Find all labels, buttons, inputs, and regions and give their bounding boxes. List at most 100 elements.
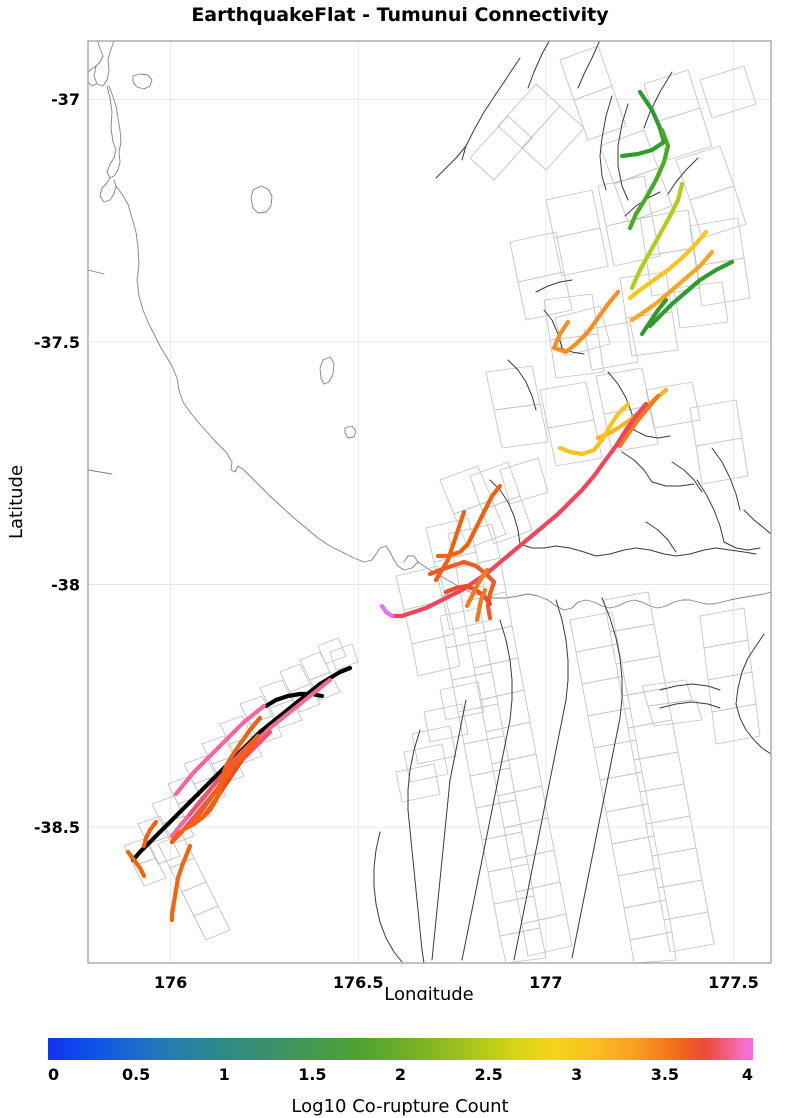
- fault-surface-outline: [603, 405, 659, 453]
- fault-surface-outline: [521, 913, 573, 957]
- chart-title: EarthquakeFlat - Tumunui Connectivity: [191, 4, 609, 26]
- fault-surface-outline: [403, 743, 449, 783]
- corupture-trace: [629, 181, 685, 291]
- colorbar-tick-label: 1.5: [298, 1065, 326, 1084]
- fault-trace-dark: [601, 597, 623, 699]
- fault-trace-dark: [645, 521, 677, 553]
- fault-surface-outline: [453, 499, 507, 549]
- coastline-path: [88, 65, 97, 87]
- fault-trace-dark: [431, 799, 449, 961]
- corupture-trace: [141, 819, 159, 849]
- corupture-trace: [435, 483, 503, 559]
- fault-trace-dark: [715, 547, 757, 555]
- fault-surface-outline: [695, 257, 751, 307]
- fault-surface-outline: [439, 681, 485, 721]
- x-tick-label: 177.5: [708, 973, 759, 992]
- fault-trace-dark: [375, 903, 403, 963]
- corupture-trace: [629, 249, 715, 323]
- fault-trace-dark: [447, 699, 467, 801]
- x-tick-label: 176.5: [333, 973, 384, 992]
- fault-trace-dark: [555, 599, 569, 701]
- corupture-trace: [627, 127, 671, 231]
- fault-surface-outline: [699, 65, 757, 119]
- fault-surface-outline: [605, 215, 661, 267]
- fault-trace-dark: [671, 461, 703, 493]
- fault-trace-dark: [519, 543, 557, 549]
- colorbar-tick-label: 2.5: [474, 1065, 502, 1084]
- colorbar-tick-label: 3.5: [651, 1065, 679, 1084]
- fault-surface-outline: [647, 699, 703, 727]
- fault-trace-dark: [507, 359, 537, 411]
- fault-trace-dark: [577, 41, 601, 89]
- fault-surface-outline: [689, 185, 747, 239]
- fault-surface-outline: [613, 167, 673, 223]
- coastline-path: [88, 269, 105, 275]
- fault-trace-dark: [407, 729, 421, 831]
- colorbar-tick-label: 0: [48, 1065, 59, 1084]
- fault-trace-dark: [667, 157, 699, 195]
- fault-surface-outline: [133, 857, 167, 887]
- coastline-path: [106, 85, 122, 179]
- map-svg: 176 176.5 177 177.5 -37 -37.5 -38 -38.5 Longit…: [6, 40, 772, 1000]
- fault-trace-dark: [659, 683, 721, 691]
- fault-trace-dark: [603, 697, 623, 799]
- fault-surface-outline: [695, 437, 749, 485]
- corupture-trace: [183, 715, 263, 831]
- corupture-trace: [173, 703, 267, 797]
- fault-surface-outline: [193, 905, 231, 941]
- y-tick-labels: -37 -37.5 -38 -38.5: [34, 90, 80, 837]
- coastline-path: [132, 73, 153, 90]
- fault-surface-outline: [673, 281, 729, 329]
- corupture-trace: [443, 583, 493, 607]
- y-tick-label: -38.5: [34, 818, 80, 837]
- x-tick-labels: 176 176.5 177 177.5: [154, 973, 759, 992]
- fault-surface-outline: [655, 107, 713, 161]
- coastline-path: [344, 425, 357, 439]
- fault-trace-dark: [635, 547, 677, 557]
- corupture-trace: [551, 289, 621, 355]
- y-tick-label: -37: [51, 90, 80, 109]
- fault-trace-dark: [696, 479, 725, 543]
- fault-trace-dark: [595, 547, 637, 557]
- fault-surface-layer: [123, 45, 761, 963]
- corupture-trace: [389, 401, 649, 619]
- corupture-trace: [627, 229, 709, 301]
- fault-surface-outline: [547, 419, 603, 467]
- x-axis-label: Longitude: [384, 984, 474, 1000]
- fault-trace-dark: [535, 279, 573, 293]
- coastline-path: [417, 561, 771, 611]
- fault-trace-dark: [711, 447, 741, 511]
- fault-trace-dark: [633, 429, 671, 439]
- plot-frame: [87, 40, 772, 964]
- y-tick-label: -37.5: [34, 333, 80, 352]
- fault-surface-outline: [411, 633, 461, 677]
- fault-trace-dark: [621, 451, 653, 483]
- fault-surface-outline: [329, 643, 359, 671]
- fault-surface-outline: [499, 927, 547, 963]
- fault-trace-dark: [527, 41, 550, 89]
- corupture-trace: [169, 825, 189, 845]
- coastline-path: [319, 356, 335, 385]
- fault-trace-dark: [435, 145, 467, 179]
- corupture-trace: [379, 603, 395, 619]
- fault-trace-dark: [513, 799, 547, 961]
- colorbar-tick-labels: 0 0.5 1 1.5 2 2.5 3 3.5 4: [48, 1065, 753, 1084]
- fault-trace-dark: [499, 619, 513, 741]
- fault-trace-dark: [409, 829, 425, 963]
- fault-trace-dark: [743, 509, 771, 535]
- fault-surface-outline: [663, 911, 715, 953]
- colorbar-tick-label: 0.5: [122, 1065, 150, 1084]
- colorbar-label: Log10 Co-rupture Count: [291, 1096, 508, 1117]
- colorbar-tick-label: 3: [571, 1065, 582, 1084]
- fault-trace-dark: [461, 839, 487, 961]
- fault-surface-outline: [645, 381, 701, 429]
- corupture-trace: [169, 843, 193, 923]
- fault-trace-dark: [651, 481, 695, 487]
- colorbar-tick-label: 2: [395, 1065, 406, 1084]
- colorbar-gradient: [48, 1038, 753, 1060]
- coastline-path: [99, 177, 117, 203]
- fault-surface-outline: [553, 227, 609, 277]
- map-plot-area: 176 176.5 177 177.5 -37 -37.5 -38 -38.5 Longit…: [6, 40, 772, 1000]
- fault-surface-outline: [641, 679, 693, 707]
